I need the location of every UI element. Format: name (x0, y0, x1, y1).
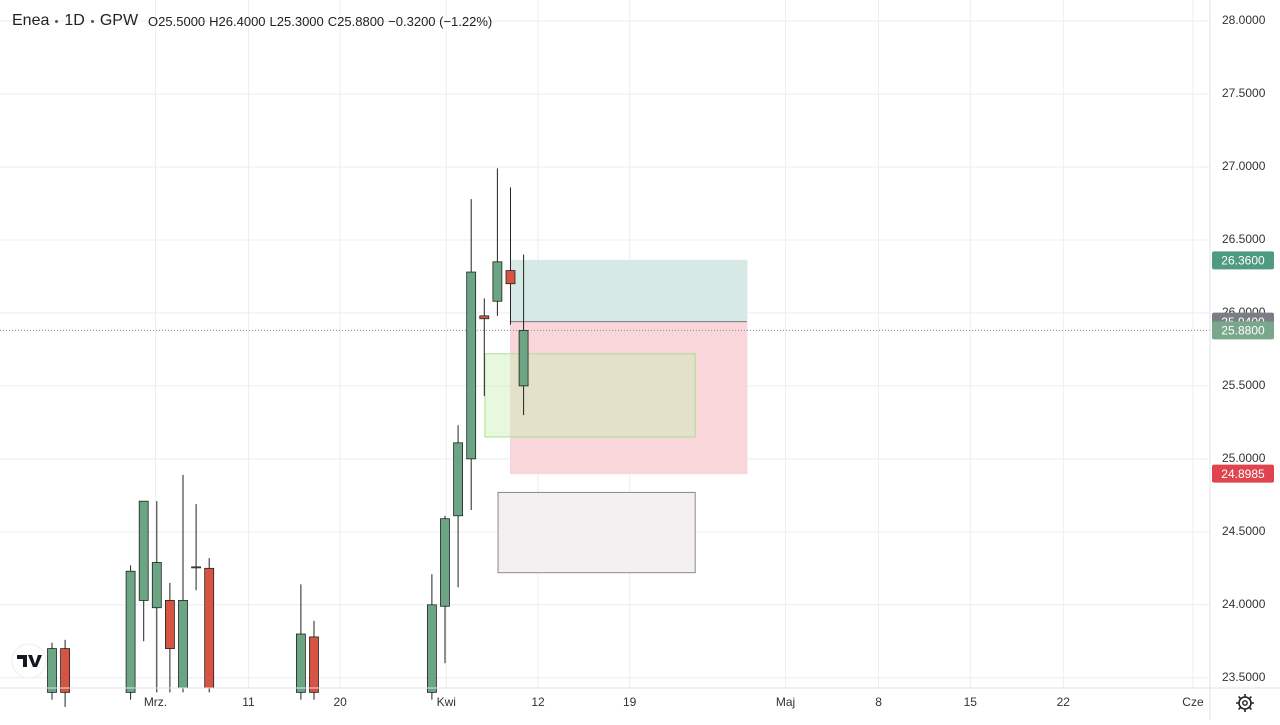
y-tick-label: 25.0000 (1222, 451, 1266, 465)
y-tick-label: 23.5000 (1222, 670, 1266, 684)
settings-button[interactable] (1236, 694, 1254, 712)
legend: Enea 1D GPW O25.5000 H26.4000 L25.3000 C25.… (12, 12, 492, 30)
ohlc-value: C25.8800 (327, 14, 385, 29)
drawings[interactable] (484, 259, 748, 574)
x-tick-label: 11 (242, 695, 255, 709)
separator (90, 19, 94, 23)
candle-body (453, 442, 463, 517)
x-tick-label: 12 (531, 695, 545, 709)
candle-body (204, 567, 215, 689)
x-tick-label: Mrz. (144, 695, 167, 709)
candle-body (165, 600, 175, 649)
candles (0, 168, 1210, 707)
price-label: 25.8800 (1221, 324, 1265, 338)
price-label: 24.8985 (1221, 467, 1265, 481)
ohlc-value: O25.5000 (148, 14, 206, 29)
candle-body (47, 648, 57, 693)
symbol[interactable]: Enea (12, 12, 50, 29)
price-label-box (1212, 464, 1274, 483)
ohlc-value: L25.3000 (269, 14, 324, 29)
axes: 23.500024.000024.500025.000025.500026.00… (144, 13, 1274, 709)
y-tick-label: 27.5000 (1222, 86, 1266, 100)
ohlc-value: H26.4000 (209, 14, 266, 29)
x-tick-label: 8 (875, 695, 882, 709)
candle-body (479, 315, 490, 320)
candle-body (125, 570, 136, 693)
y-tick-label: 28.0000 (1222, 13, 1266, 27)
candle-body (505, 270, 516, 285)
y-tick-label: 24.5000 (1222, 524, 1266, 538)
x-tick-label: Maj (776, 695, 795, 709)
x-tick-label: 19 (623, 695, 637, 709)
candle-body (426, 604, 437, 693)
candle-body (138, 500, 149, 601)
zone (509, 321, 748, 475)
exchange: GPW (99, 12, 139, 29)
candle-body (518, 330, 529, 387)
zone (497, 491, 696, 574)
y-tick-label: 24.0000 (1222, 597, 1266, 611)
x-tick-label: 15 (964, 695, 978, 709)
candle-body (440, 518, 450, 607)
ohlc: O25.5000 H26.4000 L25.3000 C25.8800 −0.3200 … (144, 13, 492, 29)
price-label-box (1212, 251, 1274, 270)
candle-body (466, 271, 477, 460)
x-tick-label: 22 (1057, 695, 1071, 709)
candle-body (309, 636, 319, 693)
ohlc-value: −0.3200 (−1.22%) (388, 14, 493, 29)
candle-body (492, 261, 503, 302)
interval[interactable]: 1D (64, 12, 85, 29)
x-tick-label: Cze (1182, 695, 1204, 709)
zone (509, 259, 748, 323)
candle-body (60, 648, 71, 693)
candle-body (178, 600, 188, 689)
candle-body (191, 566, 201, 569)
candle-body (295, 633, 306, 693)
price-label-box (1212, 321, 1274, 340)
separator (55, 19, 59, 23)
logo[interactable] (11, 643, 47, 679)
y-tick-label: 27.0000 (1222, 159, 1266, 173)
y-tick-label: 26.5000 (1222, 232, 1266, 246)
y-tick-label: 25.5000 (1222, 378, 1266, 392)
x-tick-label: 20 (334, 695, 348, 709)
zone (484, 353, 696, 438)
candle-body (151, 562, 162, 609)
x-tick-label: Kwi (437, 695, 456, 709)
price-label: 26.3600 (1221, 254, 1265, 268)
